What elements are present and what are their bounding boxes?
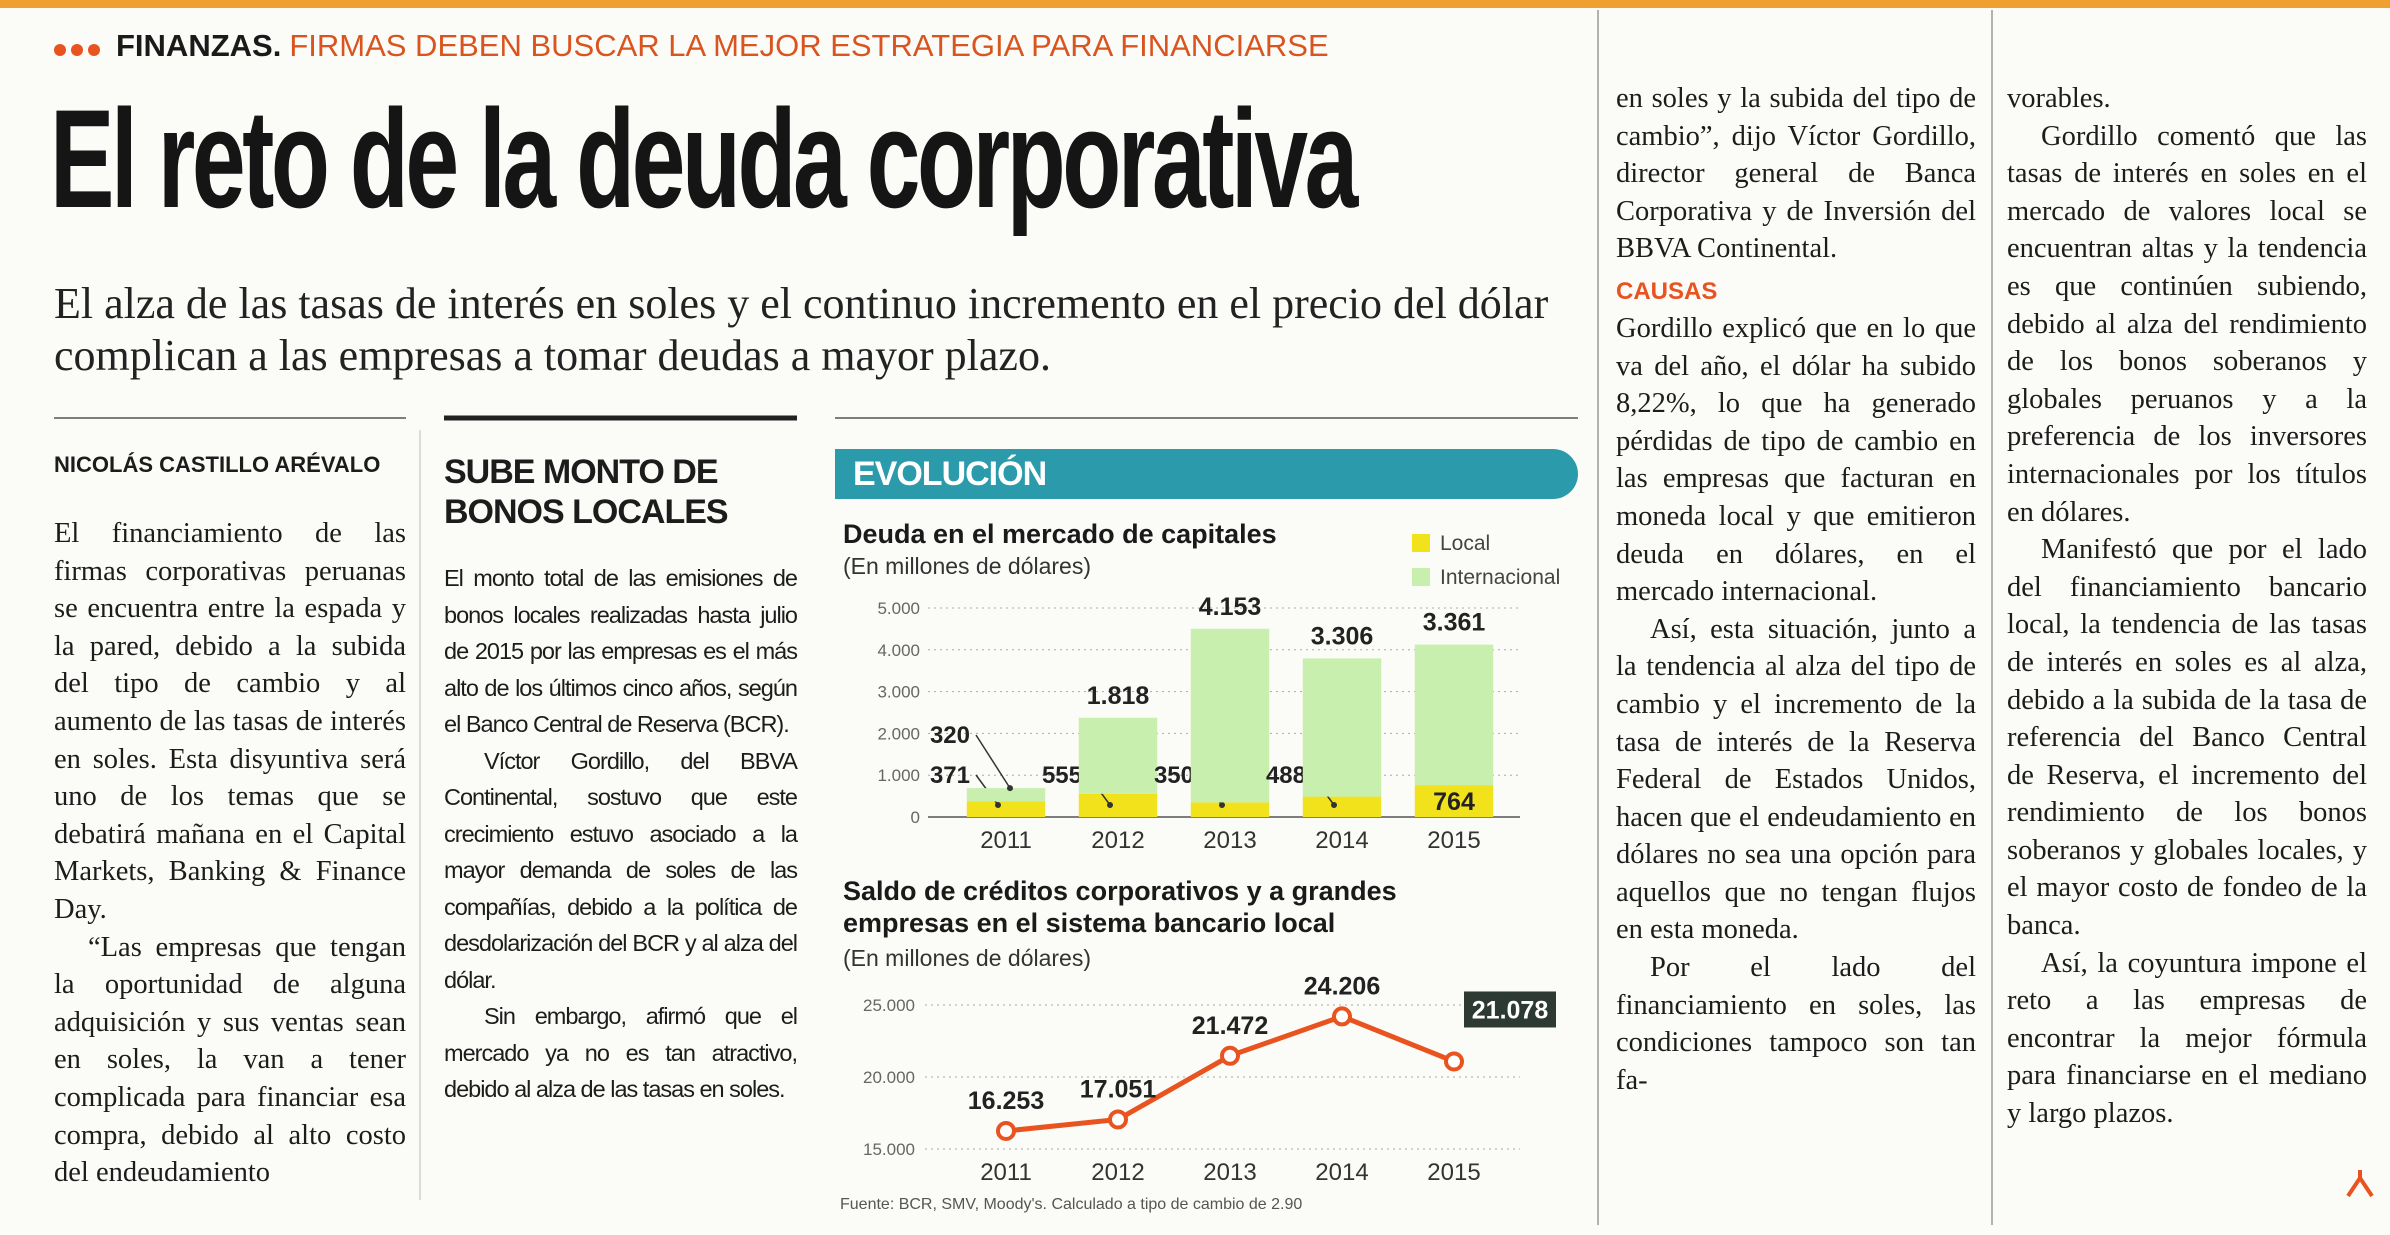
chart-title: Deuda en el mercado de capitales <box>843 519 1277 549</box>
x-tick-label: 2013 <box>1203 1159 1256 1186</box>
paragraph: Así, la coyuntura impone el reto a las e… <box>2007 947 2367 1130</box>
leader-dot <box>1107 802 1113 808</box>
subheading: CAUSAS <box>1616 277 1718 305</box>
bar-segment <box>1078 717 1158 794</box>
graphic-label: EVOLUCIÓN <box>853 455 1047 493</box>
bar-segment <box>1190 628 1270 803</box>
end-mark <box>2346 1170 2374 1198</box>
x-tick-label: 2015 <box>1427 827 1480 854</box>
x-tick-label: 2011 <box>980 827 1032 854</box>
point <box>1332 1006 1352 1027</box>
point <box>1444 1051 1464 1072</box>
value-label: 24.206 <box>1304 972 1380 1000</box>
bar-segment <box>1414 785 1494 817</box>
y-tick-label: 4.000 <box>877 641 920 660</box>
point <box>1108 1109 1128 1130</box>
value-label: 764 <box>1433 788 1475 816</box>
value-label: 1.818 <box>1087 682 1150 710</box>
leader-dot <box>1007 785 1013 792</box>
x-tick-label: 2013 <box>1203 827 1256 854</box>
source: Fuente: BCR, SMV, Moody's. Calculado a t… <box>840 1196 1303 1213</box>
bar-segment <box>1414 644 1494 786</box>
legend-swatch <box>1412 534 1430 552</box>
kicker: FINANZAS. FIRMAS DEBEN BUSCAR LA MEJOR ES… <box>54 28 1329 64</box>
x-tick-label: 2012 <box>1091 1159 1144 1186</box>
legend-label: Local <box>1440 532 1490 555</box>
x-tick-label: 2012 <box>1091 827 1144 854</box>
leader-dot <box>995 802 1001 808</box>
y-tick-label: 2.000 <box>877 724 920 743</box>
y-tick-label: 1.000 <box>877 766 920 785</box>
value-label: 3.306 <box>1311 622 1374 650</box>
headline: El reto de la deuda corporativa <box>50 80 1358 237</box>
point <box>996 1120 1016 1141</box>
bar-segment <box>1302 658 1382 797</box>
graphic-banner: EVOLUCIÓN <box>835 449 1578 499</box>
paragraph: El financiamiento de las firmas corporat… <box>54 518 406 925</box>
top-bar <box>0 0 2390 8</box>
bar-segment <box>966 801 1046 817</box>
paragraph: Por el lado del financiamiento en soles,… <box>1616 952 1976 1096</box>
value-label: 3.361 <box>1423 609 1486 637</box>
value-label: 17.051 <box>1080 1075 1157 1103</box>
x-tick-label: 2014 <box>1315 1159 1368 1186</box>
column: vorables. Gordillo comentó que las tasas … <box>2007 80 2367 1133</box>
legend-swatch <box>1412 568 1430 586</box>
chart-subtitle: (En millones de dólares) <box>843 945 1092 971</box>
x-tick-label: 2011 <box>980 1159 1032 1186</box>
point <box>1220 1045 1240 1066</box>
value-label: 488 <box>1266 762 1306 789</box>
column: El financiamiento de las firmas corporat… <box>54 515 406 1192</box>
leader-dot <box>1331 802 1337 808</box>
paragraph: en soles y la subida del tipo de cambio”… <box>1616 83 1976 265</box>
bar-segment <box>1078 793 1158 817</box>
value-label: 371 <box>930 762 970 789</box>
paragraph: El monto total de las emisiones de bonos… <box>444 565 798 737</box>
value-label: 320 <box>930 722 970 749</box>
kicker-text: FIRMAS DEBEN BUSCAR LA MEJOR ESTRATEGIA … <box>289 28 1329 63</box>
y-tick-label: 3.000 <box>877 683 920 702</box>
bar-segment <box>1302 796 1382 817</box>
value-label: 350 <box>1154 762 1194 789</box>
y-tick-label: 5.000 <box>877 599 920 618</box>
chart-title: Saldo de créditos corporativos y a grand… <box>843 876 1397 938</box>
value-label: 21.472 <box>1192 1012 1268 1040</box>
legend-label: Internacional <box>1440 566 1560 589</box>
y-tick-label: 15.000 <box>863 1140 915 1159</box>
y-tick-label: 20.000 <box>863 1068 915 1087</box>
deck: El alza de las tasas de interés en soles… <box>54 279 1549 380</box>
value-label: 21.078 <box>1472 996 1549 1024</box>
paragraph: “Las empresas que tengan la oportunidad … <box>54 931 406 1189</box>
bar-segment <box>1190 802 1270 817</box>
byline: NICOLÁS CASTILLO ARÉVALO <box>54 452 381 477</box>
paragraph: Gordillo explicó que en lo que va del añ… <box>1616 312 1976 608</box>
chart-subtitle: (En millones de dólares) <box>843 553 1092 579</box>
section: FINANZAS. <box>116 28 282 63</box>
y-tick-label: 25.000 <box>863 996 915 1015</box>
value-label: 16.253 <box>968 1087 1044 1115</box>
paragraph: Así, esta situación, junto a la tendenci… <box>1616 613 1976 946</box>
paragraph: Sin embargo, afirmó que el mercado ya no… <box>444 1003 798 1102</box>
label-box <box>1464 991 1556 1028</box>
bar-segment <box>966 788 1046 802</box>
leader-line <box>975 734 1011 789</box>
sidebar: El monto total de las emisiones de bonos… <box>444 560 798 1108</box>
x-tick-label: 2014 <box>1315 827 1368 854</box>
paragraph: vorables. <box>2007 83 2111 114</box>
x-tick-label: 2015 <box>1427 1159 1480 1186</box>
value-label: 4.153 <box>1199 593 1262 621</box>
leader-dot <box>1219 802 1225 808</box>
paragraph: Manifestó que por el lado del financiami… <box>2007 534 2367 942</box>
value-label: 555 <box>1042 762 1082 789</box>
paragraph: Víctor Gordillo, del BBVA Continental, s… <box>444 747 798 993</box>
paragraph: Gordillo comentó que las tasas de interé… <box>2007 120 2367 528</box>
kicker-dots <box>54 28 116 64</box>
sidebar-title: SUBE MONTO DE BONOS LOCALES <box>444 453 729 531</box>
y-tick-label: 0 <box>911 808 920 827</box>
column: en soles y la subida del tipo de cambio”… <box>1616 80 1976 1099</box>
